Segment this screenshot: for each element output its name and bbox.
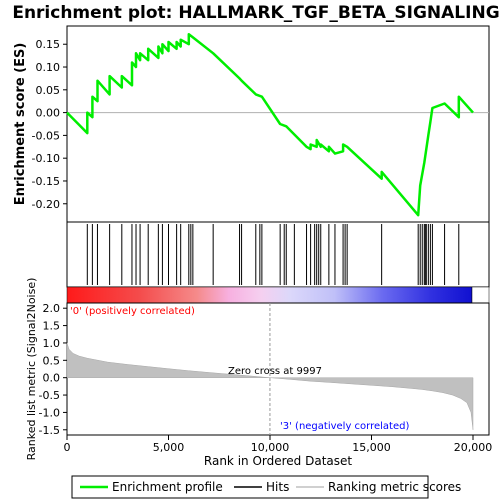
es-y-tick-label: -0.15 <box>32 175 60 188</box>
metric-y-tick-label: -1.5 <box>39 424 60 437</box>
x-tick-label: 10,000 <box>251 441 290 454</box>
chart-title: Enrichment plot: HALLMARK_TGF_BETA_SIGNA… <box>12 3 499 23</box>
x-axis-label: Rank in Ordered Dataset <box>204 454 352 468</box>
metric-y-tick-label: 0.0 <box>43 372 61 385</box>
metric-y-axis: 2.0 1.5 1.0 0.5 0.0 -0.5 -1.0 -1.5 <box>39 302 67 437</box>
es-y-tick-label: -0.10 <box>32 152 60 165</box>
x-axis: 0 5,000 10,000 15,000 20,000 <box>64 435 493 454</box>
negative-correlation-label: '3' (negatively correlated) <box>280 421 409 432</box>
metric-y-tick-label: 1.0 <box>43 337 61 350</box>
x-tick-label: 5,000 <box>153 441 185 454</box>
es-y-axis-label: Enrichment score (ES) <box>13 43 28 206</box>
es-y-tick-label: 0.00 <box>36 107 61 120</box>
x-tick-label: 20,000 <box>454 441 493 454</box>
zero-cross-label: Zero cross at 9997 <box>228 366 322 377</box>
rank-color-bar-tail <box>471 286 490 304</box>
metric-y-tick-label: 2.0 <box>43 302 61 315</box>
metric-y-tick-label: 0.5 <box>43 354 61 367</box>
es-panel-frame <box>66 25 490 223</box>
metric-y-axis-label: Ranked list metric (Signal2Noise) <box>25 278 38 461</box>
es-y-tick-label: 0.15 <box>36 38 61 51</box>
metric-y-tick-label: -0.5 <box>39 389 60 402</box>
metric-y-tick-label: 1.5 <box>43 320 61 333</box>
legend-label-hits: Hits <box>266 480 289 494</box>
ranking-metric-area <box>66 342 474 430</box>
metric-y-tick-label: -1.0 <box>39 406 60 419</box>
es-y-tick-label: -0.05 <box>32 129 60 142</box>
rank-color-bar <box>66 286 473 304</box>
es-y-tick-label: 0.10 <box>36 61 61 74</box>
positive-correlation-label: '0' (positively correlated) <box>70 306 195 317</box>
es-y-axis: 0.15 0.10 0.05 0.00 -0.05 -0.10 -0.15 -0.20 <box>32 38 67 211</box>
hits-marks <box>86 224 460 285</box>
x-tick-label: 0 <box>64 441 71 454</box>
x-tick-label: 15,000 <box>352 441 391 454</box>
es-y-tick-label: -0.20 <box>32 198 60 211</box>
legend-label-enrichment: Enrichment profile <box>112 480 223 494</box>
es-y-tick-label: 0.05 <box>36 84 61 97</box>
enrichment-profile-line <box>66 32 474 217</box>
legend-label-metric: Ranking metric scores <box>328 480 461 494</box>
